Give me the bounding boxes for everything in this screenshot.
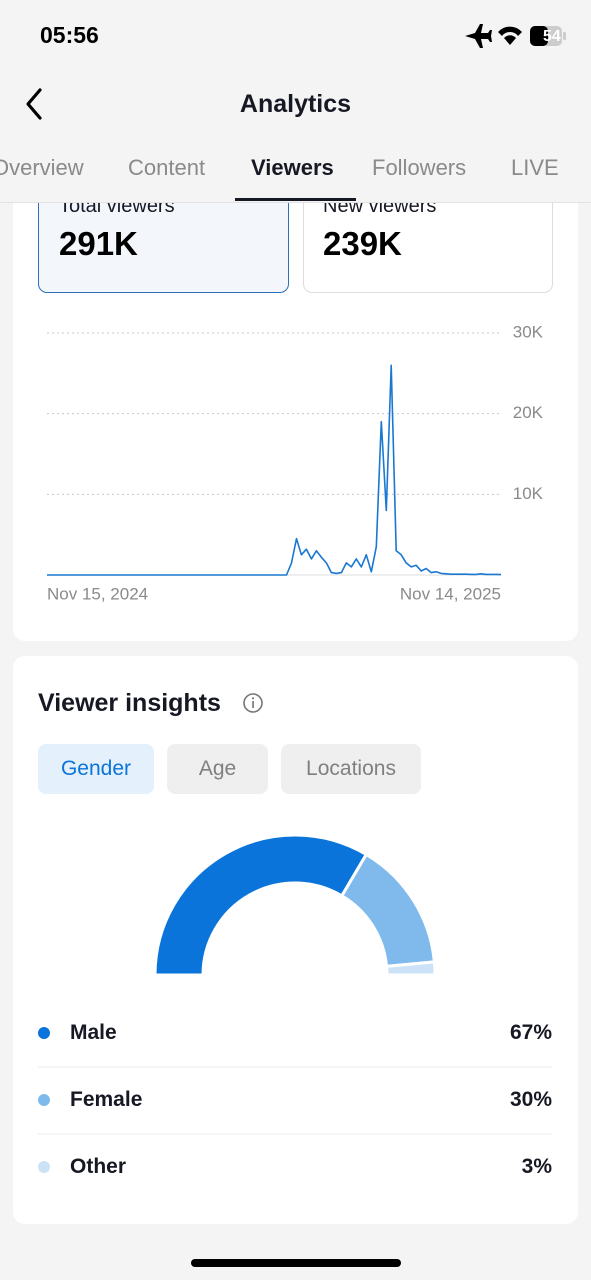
stat-card[interactable]: Total viewers 291K: [38, 202, 289, 293]
tab-indicator: [235, 198, 356, 201]
legend-value: 67%: [509, 1021, 552, 1044]
filter-pill[interactable]: Locations: [281, 744, 421, 794]
header-title: Analytics: [239, 90, 352, 118]
legend-name: Other: [70, 1155, 127, 1178]
legend-name: Female: [70, 1088, 143, 1111]
tab[interactable]: LIVE: [511, 155, 559, 180]
tab-bar: Overview Content Viewers Followers LIVE: [0, 140, 591, 203]
tab[interactable]: Followers: [372, 155, 467, 180]
tab[interactable]: Content: [128, 155, 206, 180]
section-title: Viewer insights: [38, 689, 221, 717]
legend-value: 30%: [509, 1088, 552, 1111]
stat-label: New viewers: [323, 202, 437, 217]
legend-value: 3%: [521, 1155, 552, 1178]
tab[interactable]: Overview: [0, 155, 84, 180]
stat-label: Total viewers: [59, 202, 175, 217]
stat-value: 239K: [323, 225, 402, 262]
filter-pill-active[interactable]: Gender: [38, 744, 154, 794]
status-time: 05:56: [40, 22, 99, 48]
legend-name: Male: [70, 1021, 117, 1044]
insights-card: [13, 656, 578, 1224]
home-indicator: [191, 1259, 401, 1267]
battery-level: 54: [543, 28, 561, 45]
stat-card[interactable]: New viewers 239K: [303, 202, 553, 293]
info-icon[interactable]: [242, 692, 264, 714]
scroll-area: Total viewers 291K New viewers 239K: [0, 202, 591, 1280]
status-icons: 54: [465, 24, 566, 48]
stat-value: 291K: [59, 225, 138, 262]
back-button[interactable]: [20, 86, 50, 122]
tab-active[interactable]: Viewers: [251, 155, 334, 180]
filter-pill[interactable]: Age: [167, 744, 268, 794]
